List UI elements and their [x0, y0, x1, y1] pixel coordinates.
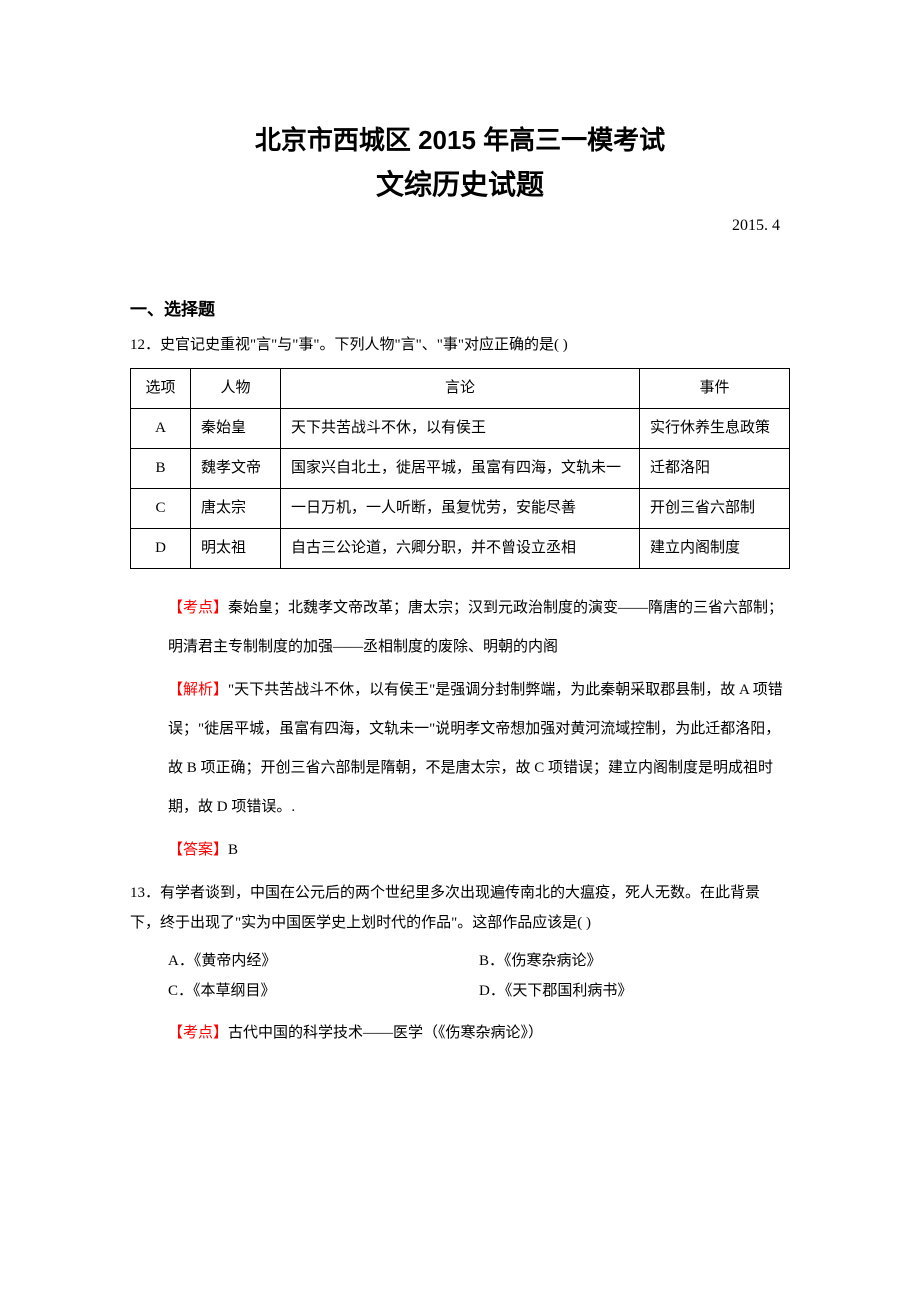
table-cell: 天下共苦战斗不休，以有侯王 [281, 409, 640, 449]
table-header: 言论 [281, 369, 640, 409]
table-header: 选项 [131, 369, 191, 409]
section-heading: 一、选择题 [130, 295, 790, 320]
analysis-point-label: 【考点】 [168, 600, 228, 616]
table-cell: 自古三公论道，六卿分职，并不曾设立丞相 [281, 529, 640, 569]
analysis-point-text: 古代中国的科学技术——医学（《伤寒杂病论》） [228, 1025, 543, 1041]
question-text: 史官记史重视"言"与"事"。下列人物"言"、"事"对应正确的是( ) [160, 337, 568, 353]
analysis-answer-label: 【答案】 [168, 842, 228, 858]
question-13: 13．有学者谈到，中国在公元后的两个世纪里多次出现遍传南北的大瘟疫，死人无数。在… [130, 878, 790, 938]
table-cell: 秦始皇 [191, 409, 281, 449]
table-row: B 魏孝文帝 国家兴自北土，徙居平城，虽富有四海，文轨未一 迁都洛阳 [131, 449, 790, 489]
table-row: C 唐太宗 一日万机，一人听断，虽复忧劳，安能尽善 开创三省六部制 [131, 489, 790, 529]
analysis-point-q13: 【考点】古代中国的科学技术——医学（《伤寒杂病论》） [130, 1014, 790, 1053]
analysis-point: 【考点】秦始皇；北魏孝文帝改革；唐太宗；汉到元政治制度的演变——隋唐的三省六部制… [130, 589, 790, 667]
table-cell: 唐太宗 [191, 489, 281, 529]
table-cell: A [131, 409, 191, 449]
option-a: A．《黄帝内经》 [168, 946, 479, 976]
table-cell: 建立内阁制度 [640, 529, 790, 569]
table-cell: 国家兴自北土，徙居平城，虽富有四海，文轨未一 [281, 449, 640, 489]
analysis-explain-label: 【解析】 [168, 682, 228, 698]
table-cell: 迁都洛阳 [640, 449, 790, 489]
table-row: A 秦始皇 天下共苦战斗不休，以有侯王 实行休养生息政策 [131, 409, 790, 449]
table-header: 人物 [191, 369, 281, 409]
question-number: 13． [130, 878, 160, 908]
table-cell: 魏孝文帝 [191, 449, 281, 489]
analysis-explain-text: "天下共苦战斗不休，以有侯王"是强调分封制弊端，为此秦朝采取郡县制，故 A 项错… [168, 682, 783, 815]
question-12-table: 选项 人物 言论 事件 A 秦始皇 天下共苦战斗不休，以有侯王 实行休养生息政策… [130, 368, 790, 569]
option-d: D．《天下郡国利病书》 [479, 976, 790, 1006]
table-header-row: 选项 人物 言论 事件 [131, 369, 790, 409]
date: 2015. 4 [130, 217, 790, 235]
table-cell: B [131, 449, 191, 489]
table-cell: 开创三省六部制 [640, 489, 790, 529]
analysis-answer: 【答案】B [130, 831, 790, 870]
analysis-answer-text: B [228, 842, 238, 858]
table-cell: 一日万机，一人听断，虽复忧劳，安能尽善 [281, 489, 640, 529]
analysis-explain: 【解析】"天下共苦战斗不休，以有侯王"是强调分封制弊端，为此秦朝采取郡县制，故 … [130, 671, 790, 827]
question-number: 12． [130, 330, 160, 360]
analysis-point-label: 【考点】 [168, 1025, 228, 1041]
question-text: 有学者谈到，中国在公元后的两个世纪里多次出现遍传南北的大瘟疫，死人无数。在此背景… [130, 885, 760, 931]
table-cell: D [131, 529, 191, 569]
table-row: D 明太祖 自古三公论道，六卿分职，并不曾设立丞相 建立内阁制度 [131, 529, 790, 569]
question-12: 12．史官记史重视"言"与"事"。下列人物"言"、"事"对应正确的是( ) [130, 330, 790, 360]
title-sub: 文综历史试题 [130, 163, 790, 203]
analysis-point-text: 秦始皇；北魏孝文帝改革；唐太宗；汉到元政治制度的演变——隋唐的三省六部制；明清君… [168, 600, 783, 655]
option-c: C．《本草纲目》 [168, 976, 479, 1006]
table-cell: C [131, 489, 191, 529]
option-b: B．《伤寒杂病论》 [479, 946, 790, 976]
table-cell: 明太祖 [191, 529, 281, 569]
table-cell: 实行休养生息政策 [640, 409, 790, 449]
options-row-1: A．《黄帝内经》 B．《伤寒杂病论》 [130, 946, 790, 976]
table-header: 事件 [640, 369, 790, 409]
title-main: 北京市西城区 2015 年高三一模考试 [130, 120, 790, 157]
options-row-2: C．《本草纲目》 D．《天下郡国利病书》 [130, 976, 790, 1006]
